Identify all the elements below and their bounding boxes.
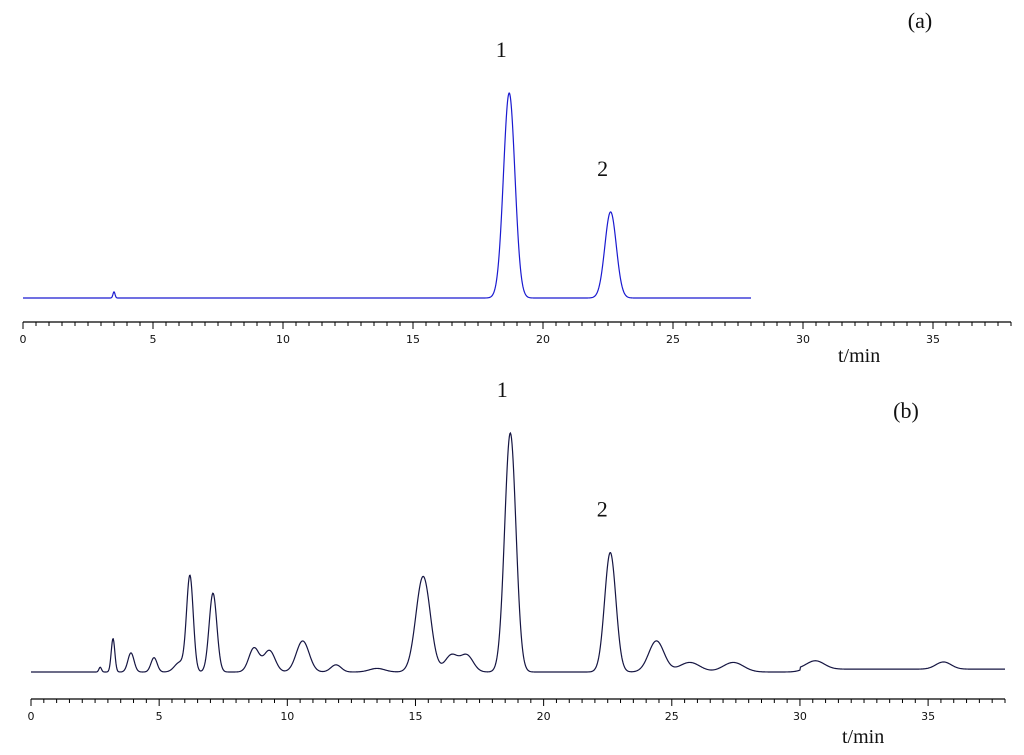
x-tick-label: 10	[280, 710, 294, 723]
panel-label-b: (b)	[893, 398, 919, 423]
x-axis-label-b: t/min	[842, 726, 884, 748]
peak-label: 2	[597, 497, 608, 522]
x-tick-label: 25	[665, 710, 679, 723]
x-tick-label: 30	[796, 333, 810, 346]
x-tick-label: 15	[408, 710, 422, 723]
panel-b: 0 5 10 15 20 25 30 35 t/min (b) 12	[28, 377, 1006, 748]
x-tick-label: 5	[156, 710, 163, 723]
x-tick-label: 30	[793, 710, 807, 723]
x-tick-label: 20	[537, 710, 551, 723]
panel-a: 0 5 10 15 20 25 30 35 t/min (a) 12	[20, 8, 1012, 367]
x-tick-label: 10	[276, 333, 290, 346]
chromatogram-trace-b	[31, 431, 1005, 673]
peak-label: 1	[497, 377, 508, 402]
x-tick-label: 35	[926, 333, 940, 346]
x-tick-label: 20	[536, 333, 550, 346]
x-tick-label: 5	[150, 333, 157, 346]
panel-label-a: (a)	[908, 8, 932, 33]
peak-labels-a: 12	[496, 37, 608, 181]
x-tick-label: 15	[406, 333, 420, 346]
x-axis-label-a: t/min	[838, 345, 880, 367]
x-tick-label: 35	[921, 710, 935, 723]
x-tick-label: 0	[28, 710, 35, 723]
peak-label: 1	[496, 37, 507, 62]
peak-label: 2	[597, 156, 608, 181]
x-ticks-a: 0 5 10 15 20 25 30 35	[20, 322, 1012, 346]
peak-labels-b: 12	[497, 377, 608, 522]
x-ticks-b: 0 5 10 15 20 25 30 35	[28, 699, 1006, 723]
x-tick-label: 25	[666, 333, 680, 346]
x-tick-label: 0	[20, 333, 27, 346]
chromatogram-trace-a	[23, 92, 751, 299]
